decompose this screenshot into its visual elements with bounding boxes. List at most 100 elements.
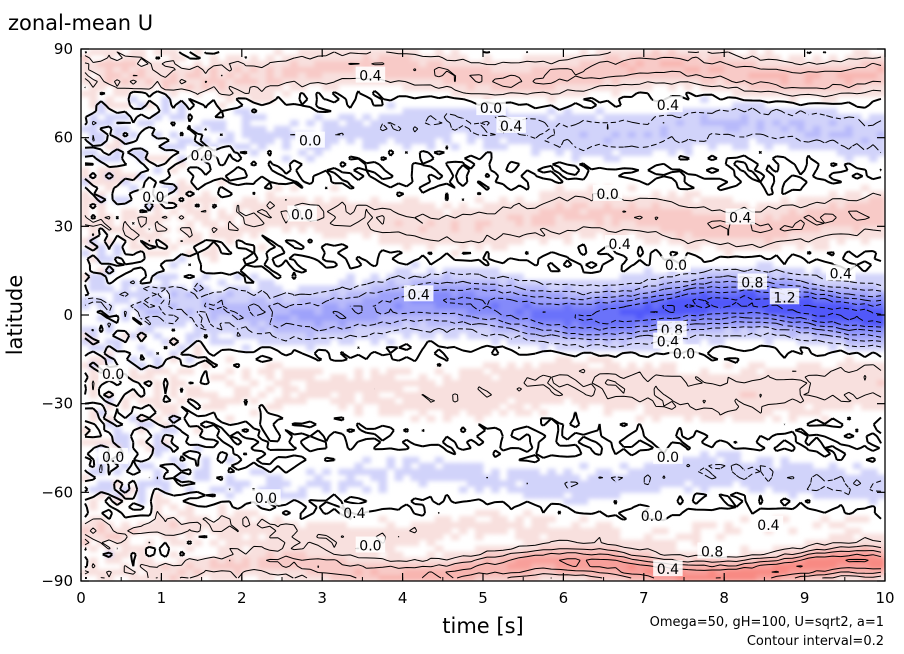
field-cell: [659, 374, 669, 381]
field-cell: [273, 66, 283, 74]
field-cell: [788, 267, 798, 275]
field-cell: [483, 273, 492, 281]
field-cell: [603, 557, 613, 564]
field-cell: [330, 202, 339, 210]
field-cell: [507, 72, 516, 80]
field-cell: [523, 326, 532, 334]
field-cell: [651, 226, 661, 233]
field-cell: [153, 445, 162, 452]
field-cell: [732, 320, 741, 328]
field-cell: [483, 131, 492, 139]
field-cell: [483, 480, 492, 488]
field-cell: [290, 533, 299, 541]
field-cell: [378, 202, 388, 210]
field-cell: [418, 60, 428, 68]
field-cell: [571, 338, 581, 346]
field-cell: [563, 320, 573, 328]
field-cell: [651, 78, 661, 86]
field-cell: [89, 356, 98, 363]
field-cell: [844, 220, 854, 227]
field-cell: [394, 232, 404, 239]
field-cell: [466, 515, 476, 523]
field-cell: [273, 403, 283, 411]
field-cell: [619, 114, 629, 121]
field-cell: [322, 557, 331, 564]
field-cell: [748, 125, 757, 133]
field-cell: [587, 575, 597, 581]
field-cell: [434, 385, 444, 393]
field-cell: [812, 232, 822, 239]
field-cell: [161, 279, 171, 287]
field-cell: [483, 403, 492, 411]
field-cell: [322, 214, 331, 222]
field-cell: [547, 119, 556, 127]
field-cell: [740, 575, 749, 581]
field-cell: [129, 575, 138, 581]
field-cell: [241, 527, 251, 535]
field-cell: [603, 344, 613, 352]
field-cell: [627, 551, 637, 558]
field-cell: [764, 137, 774, 145]
field-cell: [627, 326, 637, 334]
field-cell: [450, 220, 460, 227]
field-cell: [675, 285, 685, 292]
field-cell: [756, 575, 765, 581]
field-cell: [354, 368, 363, 375]
field-cell: [370, 527, 380, 535]
field-cell: [780, 114, 790, 121]
field-cell: [282, 397, 291, 405]
field-cell: [868, 202, 878, 210]
field-cell: [619, 66, 629, 74]
field-cell: [708, 468, 717, 476]
field-cell: [700, 486, 709, 493]
field-cell: [651, 285, 661, 292]
field-cell: [852, 54, 862, 62]
field-cell: [507, 551, 516, 558]
field-cell: [483, 54, 492, 62]
field-cell: [121, 551, 130, 558]
field-cell: [708, 415, 717, 422]
field-cell: [579, 385, 589, 393]
field-cell: [740, 114, 749, 121]
field-cell: [402, 468, 412, 476]
field-cell: [868, 374, 878, 381]
field-cell: [402, 137, 412, 145]
field-cell: [233, 303, 243, 310]
field-cell: [322, 545, 331, 553]
field-cell: [796, 462, 806, 470]
field-cell: [137, 575, 146, 581]
field-cell: [491, 208, 500, 216]
field-cell: [185, 533, 195, 541]
field-cell: [105, 255, 114, 263]
field-cell: [386, 309, 396, 316]
field-cell: [418, 521, 428, 529]
field-cell: [338, 569, 347, 576]
field-cell: [225, 474, 235, 482]
field-cell: [402, 326, 412, 334]
field-cell: [306, 391, 315, 399]
field-cell: [547, 214, 556, 222]
field-cell: [563, 486, 573, 493]
field-cell: [193, 303, 203, 310]
field-cell: [587, 569, 597, 576]
field-cell: [876, 338, 885, 346]
field-cell: [764, 90, 774, 97]
field-cell: [418, 303, 428, 310]
field-cell: [619, 309, 629, 316]
field-cell: [137, 66, 146, 74]
field-cell: [338, 385, 347, 393]
field-cell: [820, 66, 830, 74]
field-cell: [402, 72, 412, 80]
field-cell: [643, 563, 653, 570]
field-cell: [555, 114, 564, 121]
field-cell: [273, 202, 283, 210]
field-cell: [732, 202, 741, 210]
field-cell: [788, 90, 798, 97]
field-cell: [700, 557, 709, 564]
field-cell: [780, 403, 790, 411]
field-cell: [217, 397, 227, 405]
field-cell: [876, 403, 885, 411]
field-cell: [539, 78, 548, 86]
field-cell: [378, 309, 388, 316]
field-cell: [700, 96, 709, 103]
